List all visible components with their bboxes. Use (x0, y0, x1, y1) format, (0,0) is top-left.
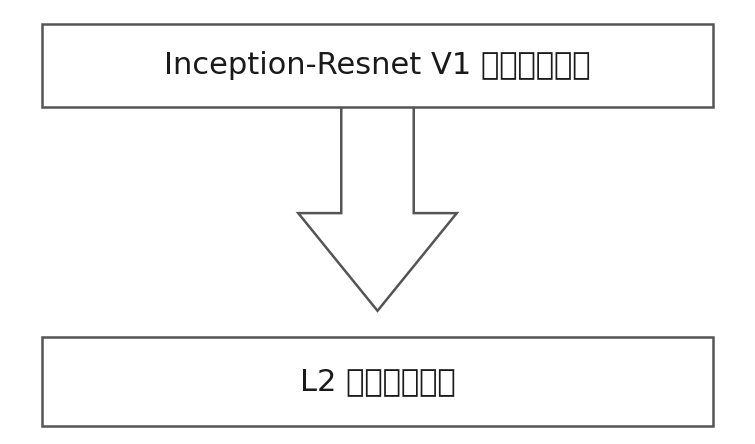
Text: L2 范数归一化层: L2 范数归一化层 (300, 367, 455, 396)
Text: Inception-Resnet V1 基础网络结构: Inception-Resnet V1 基础网络结构 (165, 51, 590, 80)
FancyBboxPatch shape (42, 24, 713, 107)
Polygon shape (298, 107, 457, 311)
FancyBboxPatch shape (42, 337, 713, 426)
